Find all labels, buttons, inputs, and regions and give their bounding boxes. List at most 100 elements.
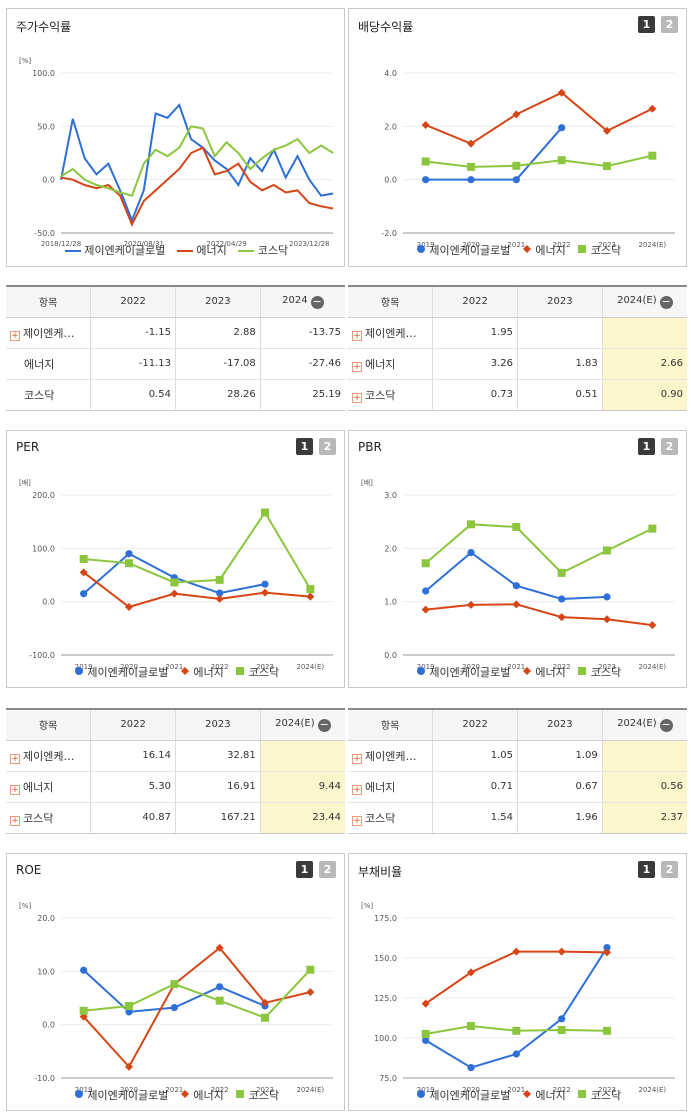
panel-title: 부채비율 [358, 865, 403, 879]
series-line [60, 125, 334, 197]
data-point [422, 1036, 430, 1044]
expand-icon[interactable]: + [352, 753, 362, 764]
chart-legend: 제이엔케이글로벌 에너지 코스닥 [7, 1087, 346, 1103]
collapse-icon[interactable]: − [659, 717, 673, 732]
data-point [467, 968, 475, 977]
y-unit-label: [%] [19, 57, 31, 65]
col-header: 2023 [517, 710, 603, 741]
data-point [512, 1050, 520, 1058]
expand-icon[interactable]: + [352, 784, 362, 795]
legend-item: 에너지 [180, 1087, 224, 1103]
data-point [467, 1064, 475, 1072]
data-point [603, 948, 611, 957]
data-point [512, 176, 520, 184]
page-1-button[interactable]: 1 [638, 438, 655, 455]
legend-item: 코스닥 [577, 664, 621, 680]
page-1-button[interactable]: 1 [296, 438, 313, 455]
data-point [79, 1006, 88, 1015]
table-row: + 제이엔케… 1.95 [348, 317, 687, 349]
col-header: 2023 [175, 710, 261, 741]
page-1-button[interactable]: 1 [638, 861, 655, 878]
expand-icon[interactable]: + [10, 753, 20, 764]
col-header: 2024− [259, 287, 345, 318]
x-tick-label: 2021 [165, 663, 183, 671]
x-tick-label: 2024(E) [638, 241, 666, 249]
dividend-table: 항목 2022 2023 2024(E) − + 제이엔케… 1.95 + 에너지 3… [348, 285, 687, 411]
expand-icon[interactable]: + [352, 392, 362, 403]
page-2-button[interactable]: 2 [319, 438, 336, 455]
x-tick-label: 2019 [75, 1086, 93, 1094]
y-unit-label: [%] [19, 902, 31, 910]
page-2-button[interactable]: 2 [661, 438, 678, 455]
data-point [215, 943, 224, 952]
y-tick-label: -50.0 [34, 229, 55, 238]
table-row: + 에너지 0.71 0.67 0.56 [348, 771, 687, 803]
expand-icon[interactable]: + [352, 330, 362, 341]
series-line [83, 552, 266, 595]
y-tick-label: 0.0 [384, 176, 397, 185]
x-tick-label: 2020 [120, 663, 138, 671]
page-2-button[interactable]: 2 [319, 861, 336, 878]
data-point [648, 104, 657, 113]
pbr-table: 항목 2022 2023 2024(E) − + 제이엔케… 1.05 1.09 +… [348, 708, 687, 834]
col-header: 2024(E) − [601, 710, 687, 741]
col-header: 항목 [6, 287, 91, 318]
data-point [512, 523, 521, 531]
chart-legend: 제이엔케이글로벌 에너지 코스닥 [349, 242, 688, 258]
data-point [558, 595, 566, 603]
page-2-button[interactable]: 2 [661, 16, 678, 33]
data-point [421, 605, 430, 614]
legend-item: 에너지 [522, 242, 566, 258]
chart-legend: 제이엔케이글로벌 에너지 코스닥 [7, 664, 346, 680]
data-point [421, 999, 430, 1008]
y-tick-label: 200.0 [32, 491, 55, 500]
y-tick-label: 2.0 [384, 122, 397, 131]
collapse-icon[interactable]: − [310, 294, 324, 309]
col-header: 2023 [517, 287, 603, 318]
legend-item: 코스닥 [577, 242, 621, 258]
page-1-button[interactable]: 1 [638, 16, 655, 33]
data-point [557, 947, 566, 956]
collapse-icon[interactable]: − [317, 717, 331, 732]
expand-icon[interactable]: + [10, 330, 20, 341]
x-tick-label: 2020 [462, 663, 480, 671]
y-tick-label: 175.0 [374, 914, 397, 923]
expand-icon[interactable]: + [10, 784, 20, 795]
y-tick-label: 10.0 [37, 967, 55, 976]
chart-legend: 제이엔케이글로벌 에너지 코스닥 [349, 1087, 688, 1103]
collapse-icon[interactable]: − [659, 294, 673, 309]
x-tick-label: 2020/08/31 [124, 240, 164, 248]
data-point [125, 1062, 133, 1071]
expand-icon[interactable]: + [352, 361, 362, 372]
page-2-button[interactable]: 2 [661, 861, 678, 878]
data-point [603, 615, 611, 624]
series-line [425, 603, 653, 627]
data-point [512, 582, 520, 590]
page-1-button[interactable]: 1 [296, 861, 313, 878]
data-point [215, 575, 224, 584]
stock-return-table: 항목 2022 2023 2024− + 제이엔케… -1.15 2.88 -13… [6, 285, 345, 411]
table-row: + 코스닥 0.73 0.51 0.90 [348, 379, 687, 410]
x-tick-label: 2022/04/29 [206, 240, 246, 248]
data-point [261, 508, 269, 517]
data-point [557, 613, 566, 622]
y-tick-label: 3.0 [384, 491, 397, 500]
data-point [306, 585, 315, 594]
data-point [603, 593, 611, 601]
expand-icon[interactable]: + [352, 815, 362, 826]
series-line [425, 154, 653, 168]
data-point [261, 1013, 269, 1022]
x-tick-label: 2023/12/28 [289, 240, 329, 248]
x-tick-label: 2022 [553, 1086, 571, 1094]
data-point [603, 126, 611, 135]
data-point [80, 966, 88, 974]
data-point [216, 983, 224, 991]
x-tick-label: 2023 [256, 663, 274, 671]
expand-icon[interactable]: + [10, 815, 20, 826]
data-point [421, 1030, 430, 1038]
per-chart: [배]200.0 100.0 0.0 -100.0 2019 2020 2021 2022 20… [19, 478, 333, 671]
y-tick-label: 100.0 [32, 544, 55, 553]
